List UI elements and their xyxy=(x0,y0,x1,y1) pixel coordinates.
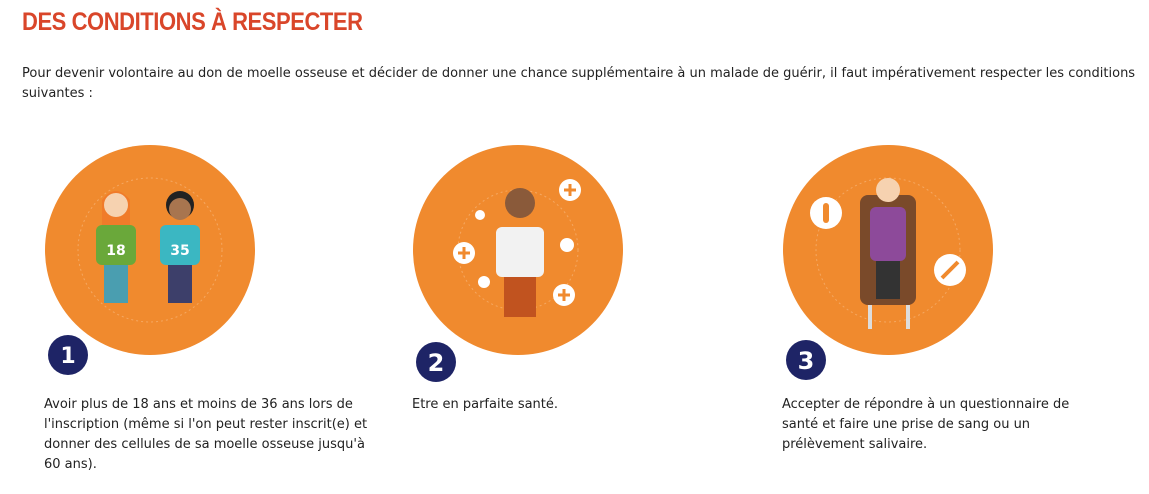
condition-text: Avoir plus de 18 ans et moins de 36 ans … xyxy=(44,397,368,472)
step-number-badge: 3 xyxy=(798,347,815,375)
page-title: DES CONDITIONS À RESPECTER xyxy=(22,8,363,36)
age-illustration: 18 35 1 xyxy=(45,145,255,375)
age-35-label: 35 xyxy=(170,243,189,259)
step-number-badge: 2 xyxy=(428,349,445,377)
condition-text: Etre en parfaite santé. xyxy=(412,397,559,412)
intro-text: Pour devenir volontaire au don de moelle… xyxy=(22,66,1136,101)
health-illustration: 2 xyxy=(413,145,623,382)
condition-step-3: 3 Accepter de répondre à un questionnair… xyxy=(782,145,1122,485)
questionnaire-illustration: 3 xyxy=(783,145,993,380)
condition-step-2: 2 Etre en parfaite santé. xyxy=(412,145,752,485)
step-number-badge: 1 xyxy=(60,344,75,369)
age-18-label: 18 xyxy=(106,243,125,259)
condition-text: Accepter de répondre à un questionnaire … xyxy=(782,397,1070,452)
condition-step-1: 18 35 1 Avoir plus de 18 ans et moins de… xyxy=(44,145,384,485)
